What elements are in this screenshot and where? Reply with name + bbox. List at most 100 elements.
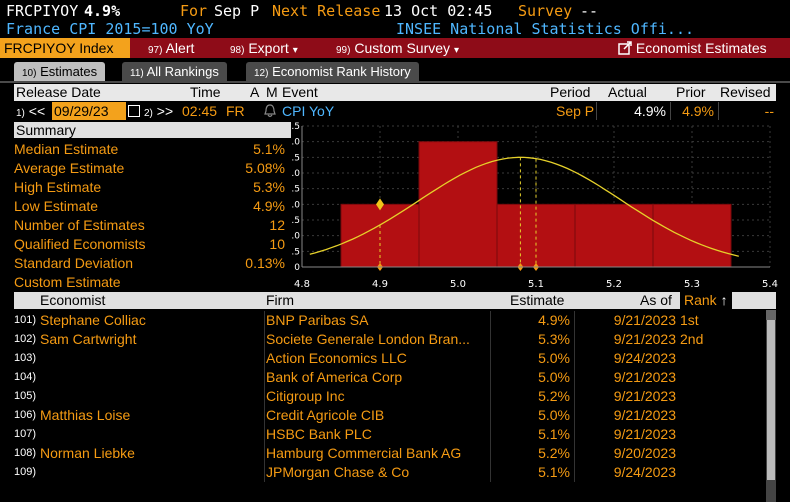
prev-release-button[interactable]: 1) << (16, 103, 46, 119)
x-tick-label: 5.4 (762, 279, 778, 290)
y-tick-label: 2.0 (292, 200, 300, 210)
distribution-curve (309, 156, 739, 257)
survey-value: -- (580, 2, 599, 20)
firm-name[interactable]: Citigroup Inc (266, 388, 345, 404)
table-scrollbar[interactable] (766, 310, 776, 502)
histogram-bar (418, 141, 498, 268)
release-actual: 4.9% (634, 103, 666, 119)
column-divider (574, 387, 575, 406)
estimate-value: 5.1% (538, 426, 570, 442)
summary-row[interactable]: Custom Estimate (14, 274, 121, 290)
tab-economist-rank-history[interactable]: 12) Economist Rank History (246, 62, 419, 81)
firm-name[interactable]: Hamburg Commercial Bank AG (266, 445, 462, 461)
economist-name[interactable]: Sam Cartwright (40, 331, 137, 347)
table-row[interactable]: 108) Norman Liebke Hamburg Commercial Bank… (14, 444, 776, 463)
firm-name[interactable]: BNP Paribas SA (266, 312, 369, 328)
table-row[interactable]: 102) Sam Cartwright Societe Generale Londo… (14, 330, 776, 349)
summary-row: Median Estimate 5.1% (14, 141, 285, 157)
survey-label: Survey (518, 2, 573, 20)
economist-name[interactable]: Stephane Colliac (40, 312, 146, 328)
column-divider (264, 330, 265, 349)
tab-estimates[interactable]: 10) Estimates (14, 62, 106, 81)
table-row[interactable]: 103) Action Economics LLC 5.0% 9/24/2023 (14, 349, 776, 368)
column-divider (264, 406, 265, 425)
estimate-value: 5.2% (538, 445, 570, 461)
export-dropdown-icon: ▾ (292, 45, 298, 56)
firm-name[interactable]: Credit Agricole CIB (266, 407, 385, 423)
x-tick-label: 5.1 (528, 279, 544, 290)
summary-row: High Estimate 5.3% (14, 179, 285, 195)
estimate-value: 5.3% (538, 331, 570, 347)
estimate-value: 5.1% (538, 464, 570, 480)
release-date-input[interactable]: 09/29/23 (52, 102, 126, 120)
column-divider (574, 311, 575, 330)
column-divider (574, 368, 575, 387)
firm-name[interactable]: Societe Generale London Bran... (266, 331, 470, 347)
export-button[interactable]: 98) Export ▾ (230, 40, 298, 56)
tab-all-rankings[interactable]: 11) All Rankings (122, 62, 227, 81)
x-tick-label: 4.8 (294, 279, 310, 290)
y-tick-label: 3.0 (292, 169, 300, 179)
tabs: 10) Estimates 11) All Rankings 12) Econo… (0, 62, 790, 83)
estimates-table-header: Economist Firm Estimate As of Rank ↑ (14, 292, 776, 309)
column-divider (574, 330, 575, 349)
table-row[interactable]: 109) JPMorgan Chase & Co 5.1% 9/24/2023 (14, 463, 776, 482)
alert-button[interactable]: 97) Alert (148, 40, 195, 56)
column-divider (490, 311, 491, 330)
calendar-icon[interactable] (128, 105, 140, 117)
economist-name[interactable]: Matthias Loise (40, 407, 131, 423)
col-rank[interactable]: Rank ↑ (680, 292, 732, 309)
col-estimate[interactable]: Estimate (510, 292, 565, 308)
col-as-of[interactable]: As of (640, 292, 672, 308)
summary-row: Number of Estimates 12 (14, 217, 285, 233)
scroll-up-icon[interactable] (766, 310, 776, 320)
rank-value: 2nd (680, 331, 704, 347)
table-row[interactable]: 101) Stephane Colliac BNP Paribas SA 4.9% 9/… (14, 311, 776, 330)
table-row[interactable]: 106) Matthias Loise Credit Agricole CIB 5.0… (14, 406, 776, 425)
table-row[interactable]: 104) Bank of America Corp 5.0% 9/21/2023 (14, 368, 776, 387)
column-divider (264, 387, 265, 406)
column-divider (670, 102, 671, 120)
tab-underline (0, 81, 790, 83)
as-of-date: 9/21/2023 (613, 407, 676, 423)
column-divider (490, 406, 491, 425)
event-name[interactable]: CPI YoY (282, 103, 335, 119)
economist-name[interactable]: Norman Liebke (40, 445, 135, 461)
chart-svg: 0 .5 1.0 1.5 2.0 2.5 3.0 3.5 4.0 4.5 4.8 4.9 5.0 5.1 5… (286, 122, 778, 290)
economist-estimates-button[interactable]: Economist Estimates (618, 38, 767, 58)
period-value: Sep P (214, 2, 260, 20)
firm-name[interactable]: HSBC Bank PLC (266, 426, 372, 442)
row-number: 101) (14, 314, 37, 326)
release-country: FR (226, 103, 245, 119)
as-of-date: 9/21/2023 (613, 426, 676, 442)
x-tick-label: 4.9 (372, 279, 388, 290)
estimate-value: 5.0% (538, 407, 570, 423)
custom-survey-button[interactable]: 99) Custom Survey ▾ (336, 40, 459, 56)
column-divider (490, 368, 491, 387)
as-of-date: 9/21/2023 (613, 312, 676, 328)
security-button[interactable]: FRCPIYOY Index (0, 38, 130, 58)
source: INSEE National Statistics Offi... (396, 20, 695, 38)
column-divider (490, 463, 491, 482)
table-row[interactable]: 105) Citigroup Inc 5.2% 9/21/2023 (14, 387, 776, 406)
col-economist[interactable]: Economist (40, 292, 106, 308)
summary-row: Average Estimate 5.08% (14, 160, 285, 176)
col-firm[interactable]: Firm (266, 292, 294, 308)
column-divider (574, 463, 575, 482)
estimate-value: 5.2% (538, 388, 570, 404)
bell-icon[interactable] (264, 104, 276, 122)
sort-arrow-icon: ↑ (720, 292, 728, 308)
firm-name[interactable]: JPMorgan Chase & Co (266, 464, 410, 480)
release-time: 02:45 (182, 103, 218, 119)
table-row[interactable]: 107) HSBC Bank PLC 5.1% 9/21/2023 (14, 425, 776, 444)
as-of-date: 9/21/2023 (613, 369, 676, 385)
column-divider (490, 330, 491, 349)
firm-name[interactable]: Action Economics LLC (266, 350, 407, 366)
next-release-button[interactable]: 2) >> (144, 103, 174, 119)
column-divider (596, 102, 597, 120)
as-of-date: 9/21/2023 (613, 388, 676, 404)
firm-name[interactable]: Bank of America Corp (266, 369, 403, 385)
header: FRCPIYOY 4.9% For Sep P Next Release 13 … (0, 0, 790, 42)
summary-row: Low Estimate 4.9% (14, 198, 285, 214)
scroll-thumb[interactable] (767, 320, 775, 480)
